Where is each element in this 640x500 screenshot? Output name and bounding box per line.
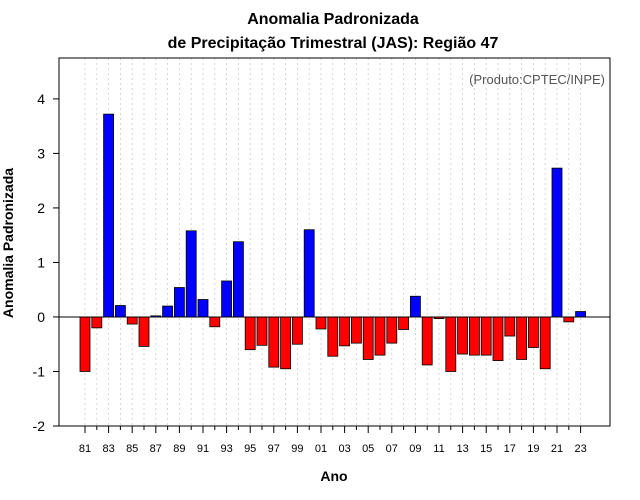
bar-2007 [386,316,398,344]
y-tick-label: -2 [33,418,46,434]
bar-1989 [173,287,185,318]
bar-1983 [103,113,114,318]
y-tick-label: 4 [37,91,45,107]
bar-1991 [197,299,209,318]
x-tick-label: 91 [197,443,209,455]
credit-annotation: (Produto:CPTEC/INPE) [469,72,605,87]
y-tick-label: 1 [37,254,45,270]
x-axis-title: Ano [320,468,347,484]
x-axis: 81 83 85 87 89 91 93 95 97 99 01 03 05 07 09 11 13 15 17 19… [79,426,587,455]
x-tick-label: 97 [268,443,280,455]
bar-2015 [480,316,492,356]
x-tick-label: 81 [79,443,91,455]
y-tick-label: 3 [37,145,45,161]
bars [79,113,586,372]
bar-2020 [539,316,551,370]
bar-2022 [563,316,575,323]
x-tick-label: 03 [338,443,350,455]
bar-2008 [398,316,410,330]
x-tick-label: 93 [220,443,232,455]
x-tick-label: 15 [480,443,492,455]
vertical-grid [84,58,581,426]
bar-1993 [221,280,233,318]
bar-1996 [256,316,268,346]
bar-1999 [291,316,303,345]
bar-1997 [268,316,280,368]
bar-2002 [327,316,339,357]
bar-2023 [575,311,586,318]
bar-2009 [409,295,421,318]
bar-1995 [244,316,256,351]
bar-2018 [516,316,527,360]
bar-2016 [492,316,504,361]
x-tick-label: 83 [102,443,114,455]
bar-2014 [468,316,480,356]
x-tick-label: 23 [574,443,586,455]
bar-1988 [162,305,174,318]
x-tick-label: 13 [456,443,468,455]
bar-2005 [362,316,374,360]
x-tick-label: 07 [386,443,398,455]
plot-frame [58,57,611,427]
y-tick-label: 2 [37,200,45,216]
y-tick-label: -1 [33,363,46,379]
y-axis: -2 -1 0 1 2 3 4 [33,91,59,434]
bar-1982 [91,316,103,329]
x-tick-label: 95 [244,443,256,455]
bar-2000 [303,229,315,318]
bar-2004 [350,316,362,344]
bar-2013 [457,316,469,355]
x-tick-label: 87 [150,443,162,455]
x-tick-label: 89 [173,443,185,455]
x-tick-label: 19 [527,443,539,455]
bar-1986 [138,316,150,347]
x-tick-label: 01 [315,443,327,455]
bar-2001 [315,316,327,330]
y-tick-label: 0 [37,309,45,325]
bar-1992 [209,316,221,328]
bar-1985 [126,316,138,325]
bar-2019 [528,316,539,348]
y-axis-title: Anomalia Padronizada [0,168,16,318]
x-tick-label: 21 [551,443,563,455]
bar-2017 [504,316,516,337]
bar-2021 [551,167,563,318]
bar-2003 [339,316,351,347]
x-tick-label: 05 [362,443,374,455]
bar-1990 [185,230,197,318]
bar-2006 [374,316,386,356]
bar-2010 [421,316,433,366]
x-tick-label: 85 [126,443,138,455]
bar-2012 [445,316,457,372]
x-tick-label: 09 [409,443,421,455]
bar-1984 [115,305,126,318]
chart-title-line-2: de Precipitação Trimestral (JAS): Região… [168,35,499,52]
x-tick-label: 99 [291,443,303,455]
bar-1998 [280,316,292,370]
x-tick-label: 11 [433,443,444,455]
chart-title-line-1: Anomalia Padronizada [247,11,419,28]
x-tick-label: 17 [504,443,516,455]
bar-1994 [232,241,244,318]
bar-1981 [79,316,91,372]
